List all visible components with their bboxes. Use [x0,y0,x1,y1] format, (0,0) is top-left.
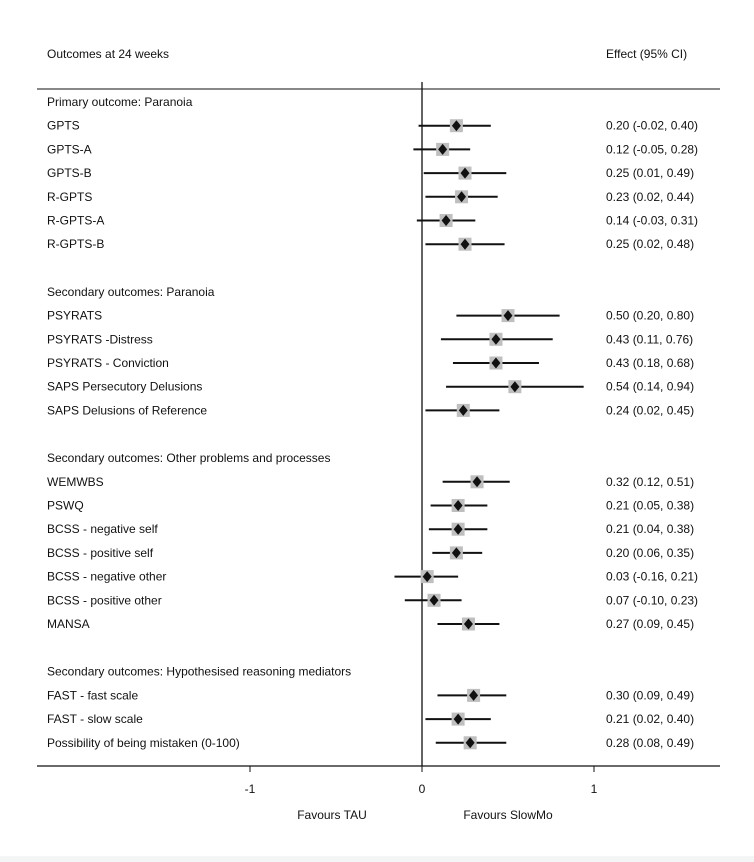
estimate-diamond [491,357,501,369]
forest-row: FAST - slow scale 0.21 (0.02, 0.40) [47,712,694,726]
forest-row: PSWQ 0.21 (0.05, 0.38) [47,499,694,513]
forest-row: BCSS - positive self 0.20 (0.06, 0.35) [47,546,694,560]
estimate-diamond [463,618,473,630]
outcome-label: FAST - slow scale [47,712,143,726]
outcome-label: R-GPTS [47,190,92,204]
effect-value: 0.32 (0.12, 0.51) [606,475,694,489]
outcome-label: R-GPTS-B [47,237,104,251]
outcome-label: BCSS - negative self [47,522,158,536]
effect-value: 0.21 (0.02, 0.40) [606,712,694,726]
estimate-diamond [457,191,467,203]
forest-row: WEMWBS 0.32 (0.12, 0.51) [47,475,694,489]
x-tick-label: 0 [419,782,426,796]
effect-value: 0.14 (-0.03, 0.31) [606,214,698,228]
outcome-label: Possibility of being mistaken (0-100) [47,736,240,750]
rows-layer: Primary outcome: Paranoia GPTS 0.20 (-0.02… [47,95,698,750]
forest-row: Possibility of being mistaken (0-100) 0.2… [47,736,694,750]
effect-value: 0.25 (0.01, 0.49) [606,166,694,180]
forest-row: BCSS - negative self 0.21 (0.04, 0.38) [47,522,694,536]
forest-row: GPTS 0.20 (-0.02, 0.40) [47,119,698,133]
effect-value: 0.43 (0.18, 0.68) [606,356,694,370]
forest-row: PSYRATS - Conviction 0.43 (0.18, 0.68) [47,356,694,370]
estimate-diamond [465,737,475,749]
effect-value: 0.23 (0.02, 0.44) [606,190,694,204]
effect-value: 0.43 (0.11, 0.76) [606,332,693,346]
effect-header: Effect (95% CI) [606,47,687,61]
forest-row: SAPS Persecutory Delusions 0.54 (0.14, 0.… [47,380,694,394]
outcome-label: R-GPTS-A [47,214,104,228]
effect-value: 0.20 (0.06, 0.35) [606,546,694,560]
effect-value: 0.12 (-0.05, 0.28) [606,142,698,156]
axis-ticks: -1 0 1 [245,766,598,796]
forest-row: GPTS-A 0.12 (-0.05, 0.28) [47,142,698,156]
outcome-label: SAPS Delusions of Reference [47,403,207,417]
estimate-diamond [460,167,470,179]
forest-row: R-GPTS-A 0.14 (-0.03, 0.31) [47,214,698,228]
estimate-diamond [438,143,448,155]
effect-value: 0.21 (0.05, 0.38) [606,499,694,513]
group-heading: Secondary outcomes: Hypothesised reasoni… [47,665,351,679]
outcome-label: GPTS-B [47,166,92,180]
outcome-label: PSYRATS [47,309,102,323]
x-tick-label: 1 [591,782,598,796]
favours-tau-label: Favours TAU [297,808,367,822]
estimate-diamond [429,594,439,606]
forest-row: R-GPTS 0.23 (0.02, 0.44) [47,190,694,204]
estimate-diamond [458,404,468,416]
estimate-diamond [451,547,461,559]
outcome-label: MANSA [47,617,90,631]
effect-value: 0.24 (0.02, 0.45) [606,403,694,417]
forest-row: GPTS-B 0.25 (0.01, 0.49) [47,166,694,180]
effect-value: 0.21 (0.04, 0.38) [606,522,694,536]
x-tick-label: -1 [245,782,256,796]
forest-row: R-GPTS-B 0.25 (0.02, 0.48) [47,237,694,251]
effect-value: 0.20 (-0.02, 0.40) [606,119,698,133]
effect-value: 0.30 (0.09, 0.49) [606,688,694,702]
outcome-label: WEMWBS [47,475,104,489]
outcome-label: FAST - fast scale [47,688,138,702]
forest-row: SAPS Delusions of Reference 0.24 (0.02, 0… [47,403,694,417]
estimate-diamond [441,215,451,226]
effect-value: 0.54 (0.14, 0.94) [606,380,694,394]
outcome-label: GPTS-A [47,142,92,156]
outcome-label: BCSS - negative other [47,570,166,584]
estimate-diamond [510,381,520,393]
forest-row: FAST - fast scale 0.30 (0.09, 0.49) [47,688,694,702]
outcome-label: BCSS - positive other [47,593,162,607]
outcome-label: PSYRATS -Distress [47,332,153,346]
chart-title: Outcomes at 24 weeks [47,47,169,61]
favours-slowmo-label: Favours SlowMo [463,808,553,822]
outcome-label: PSYRATS - Conviction [47,356,169,370]
forest-row: PSYRATS -Distress 0.43 (0.11, 0.76) [47,332,693,346]
group-heading: Secondary outcomes: Paranoia [47,285,215,299]
estimate-diamond [453,500,463,511]
outcome-label: GPTS [47,119,80,133]
effect-value: 0.03 (-0.16, 0.21) [606,570,698,584]
group-heading: Secondary outcomes: Other problems and p… [47,451,330,465]
estimate-diamond [472,476,482,488]
estimate-diamond [451,120,461,132]
estimate-diamond [453,523,463,535]
forest-row: BCSS - positive other 0.07 (-0.10, 0.23) [47,593,698,607]
outcome-label: BCSS - positive self [47,546,154,560]
outcome-label: SAPS Persecutory Delusions [47,380,202,394]
estimate-diamond [460,238,470,250]
effect-value: 0.28 (0.08, 0.49) [606,736,694,750]
estimate-diamond [503,310,513,322]
forest-row: BCSS - negative other 0.03 (-0.16, 0.21) [47,570,698,584]
effect-value: 0.07 (-0.10, 0.23) [606,593,698,607]
forest-row: MANSA 0.27 (0.09, 0.45) [47,617,694,631]
effect-value: 0.50 (0.20, 0.80) [606,309,694,323]
estimate-diamond [422,571,432,583]
estimate-diamond [491,333,501,345]
group-heading: Primary outcome: Paranoia [47,95,193,109]
forest-row: PSYRATS 0.50 (0.20, 0.80) [47,309,694,323]
effect-value: 0.25 (0.02, 0.48) [606,237,694,251]
estimate-diamond [453,713,463,725]
effect-value: 0.27 (0.09, 0.45) [606,617,694,631]
estimate-diamond [469,689,479,701]
outcome-label: PSWQ [47,499,84,513]
